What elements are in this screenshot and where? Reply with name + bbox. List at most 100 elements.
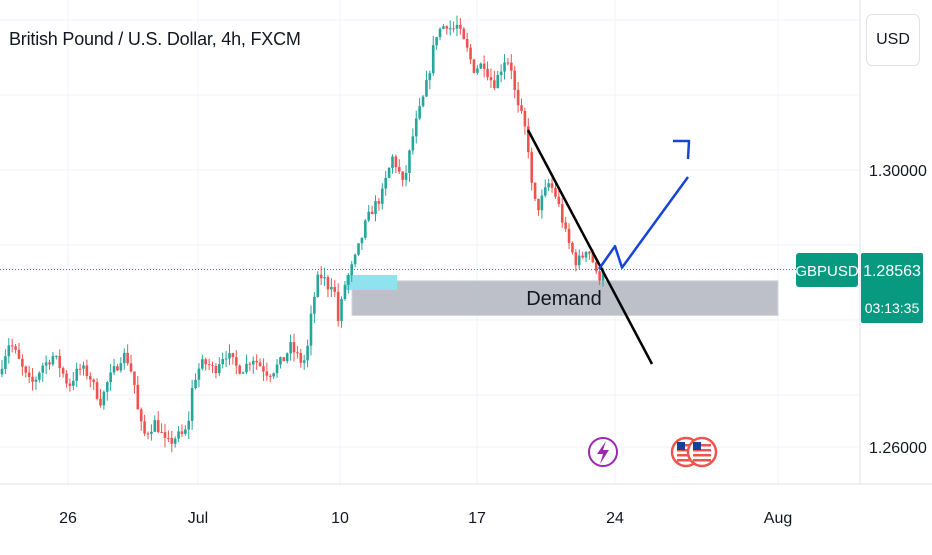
currency-button[interactable]: USD: [866, 14, 920, 66]
candle: [153, 415, 157, 433]
candle: [503, 54, 506, 80]
candle: [537, 198, 540, 216]
candle: [397, 159, 401, 174]
candle: [380, 183, 384, 210]
candle: [24, 365, 28, 378]
candle: [234, 350, 238, 375]
candle: [533, 182, 537, 202]
candle: [51, 351, 55, 367]
candle: [557, 189, 561, 207]
candle: [14, 343, 17, 354]
candle: [129, 354, 133, 373]
candle: [160, 423, 163, 433]
candle: [139, 407, 143, 431]
demand-zone[interactable]: [351, 280, 779, 316]
candle: [296, 345, 299, 359]
time-tick-label: Jul: [188, 510, 208, 527]
svg-text:GBPUSD: GBPUSD: [795, 263, 859, 280]
candle: [72, 372, 75, 391]
candle: [455, 15, 459, 37]
candle: [567, 223, 571, 250]
candle: [214, 363, 218, 379]
us-flag-event-icon[interactable]: [670, 436, 718, 468]
candle: [272, 372, 275, 380]
candle: [95, 378, 99, 401]
candle: [414, 110, 418, 144]
symbol-tag[interactable]: GBPUSD: [795, 253, 859, 287]
highlight-box: [346, 275, 397, 290]
candle: [99, 389, 102, 408]
candle: [550, 175, 554, 193]
candle: [598, 269, 601, 285]
candle: [530, 147, 533, 191]
candle: [459, 18, 462, 35]
candle: [122, 348, 126, 370]
candle: [421, 95, 425, 108]
trendline[interactable]: [526, 129, 654, 365]
candle: [336, 283, 340, 327]
candle: [170, 430, 174, 453]
candle: [343, 280, 347, 301]
candle: [92, 378, 95, 391]
candle: [241, 371, 245, 374]
candle: [17, 342, 21, 360]
candle: [506, 58, 510, 66]
candle: [248, 361, 252, 371]
candle: [547, 178, 550, 192]
candle: [510, 54, 513, 80]
axes: 1.30000 1.26000 26 Jul 10 17 24 Aug GBPUSD 1.2856…: [0, 0, 932, 527]
candle: [156, 411, 160, 434]
candle: [438, 27, 442, 41]
candle: [112, 358, 116, 376]
candle: [408, 149, 411, 182]
last-price-tag: 1.28563 03:13:35: [861, 253, 923, 323]
candle: [224, 351, 228, 367]
candle: [150, 424, 153, 441]
candle: [316, 271, 320, 298]
candle: [302, 354, 306, 370]
lightning-event-icon[interactable]: [588, 437, 618, 467]
candle: [88, 372, 92, 388]
candle: [275, 359, 279, 378]
candle: [282, 357, 286, 362]
candle: [204, 357, 208, 371]
candle: [245, 354, 248, 375]
candle: [347, 273, 350, 294]
candle: [211, 361, 214, 374]
candle: [136, 375, 140, 410]
candle: [330, 278, 333, 298]
candle: [7, 338, 11, 364]
candle: [27, 365, 31, 384]
candle: [231, 352, 235, 365]
candle: [404, 165, 408, 187]
countdown: 03:13:35: [865, 300, 920, 316]
candle: [190, 379, 194, 430]
candle: [574, 249, 578, 272]
grid: [0, 0, 860, 484]
candle: [116, 363, 119, 372]
time-tick-label: Aug: [764, 510, 792, 527]
candle: [85, 359, 89, 380]
projection-arrow[interactable]: [597, 176, 690, 270]
candle: [391, 154, 394, 174]
candle: [109, 363, 112, 391]
candle: [353, 253, 357, 268]
candle: [523, 107, 527, 135]
candle: [177, 425, 180, 443]
arrow-head: [673, 139, 691, 160]
candle: [370, 205, 374, 215]
candle: [228, 344, 231, 366]
candle: [486, 61, 489, 81]
candle: [163, 423, 167, 448]
candle: [65, 370, 68, 388]
candle: [428, 70, 432, 90]
last-price-value: 1.28563: [863, 263, 921, 280]
candle: [367, 204, 371, 223]
candle: [133, 371, 136, 394]
candle: [102, 390, 106, 410]
candle: [126, 344, 129, 366]
candle: [251, 356, 255, 375]
candle: [431, 35, 435, 76]
candle: [292, 333, 296, 362]
